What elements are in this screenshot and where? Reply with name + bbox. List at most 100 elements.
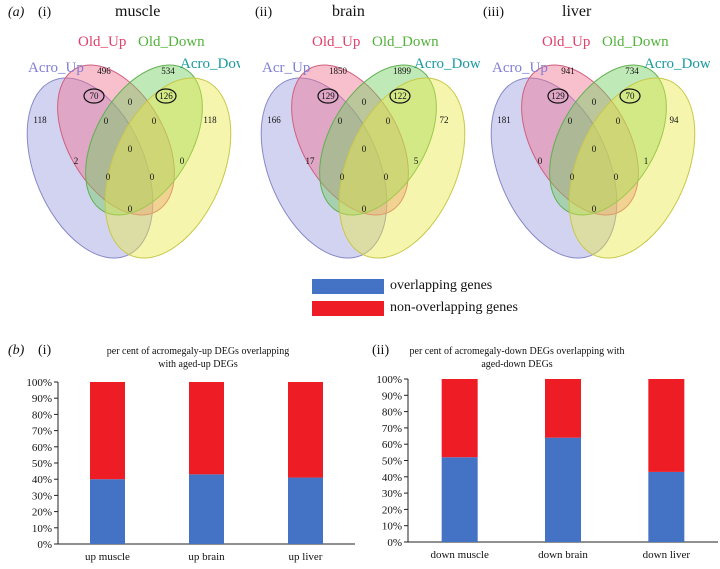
y-tick-label: 60% (382, 439, 402, 451)
y-tick-label: 80% (32, 409, 52, 421)
venn-count-bd: 1 (644, 156, 649, 166)
venn-set-d (338, 77, 466, 259)
venn-count-abc: 0 (104, 116, 109, 126)
legend: overlapping genes non-overlapping genes (312, 278, 518, 316)
venn-count-abc: 0 (568, 116, 573, 126)
y-tick-label: 40% (32, 474, 52, 486)
y-tick-label: 70% (32, 426, 52, 438)
venn-set-label: Acro_Down (414, 56, 480, 72)
venn-count-d_only: 94 (670, 115, 680, 125)
y-tick-label: 50% (32, 458, 52, 470)
subpanel-index-2: (ii) (255, 5, 273, 20)
y-tick-label: 90% (32, 393, 52, 405)
y-tick-label: 50% (382, 456, 402, 468)
stacked-bar-chart-down: per cent of acromegaly-down DEGs overlap… (376, 346, 718, 561)
venn-set-label: Old_Up (312, 34, 360, 50)
x-tick-label: down muscle (430, 549, 488, 561)
subpanel-index-3: (iii) (483, 5, 504, 20)
y-tick-label: 100% (376, 374, 402, 386)
chart-title-line: aged-down DEGs (481, 359, 552, 370)
venn-set-c (319, 64, 437, 216)
venn-count-abd: 0 (614, 172, 619, 182)
bar-non-overlapping (288, 382, 323, 478)
venn-count-circle (317, 88, 339, 104)
venn-title-brain: brain (332, 3, 365, 20)
venn-set-c (85, 64, 203, 216)
bar-non-overlapping (545, 379, 581, 438)
venn-set-label: Old_Down (602, 34, 669, 50)
panel-b-label: (b) (8, 343, 25, 358)
venn-set-label: Old_Down (372, 34, 439, 50)
bar-overlapping (288, 477, 323, 544)
venn-count-ac: 0 (538, 156, 543, 166)
bar-overlapping (189, 474, 224, 544)
venn-count-ad: 0 (128, 204, 133, 214)
y-tick-label: 40% (382, 472, 402, 484)
y-tick-label: 20% (382, 504, 402, 516)
venn-count-ac: 2 (74, 156, 79, 166)
y-tick-label: 70% (382, 423, 402, 435)
bar-non-overlapping (648, 379, 685, 472)
y-tick-label: 80% (382, 407, 402, 419)
venn-set-c (549, 64, 667, 216)
venn-count-acd: 0 (106, 172, 111, 182)
venn-set-label: Old_Up (542, 34, 590, 50)
venn-set-label: Acro_Down (644, 56, 710, 72)
venn-count-bc: 0 (592, 97, 597, 107)
venn-count-bc: 0 (362, 97, 367, 107)
venn-title-liver: liver (562, 3, 592, 20)
legend-item-overlapping: overlapping genes (312, 278, 518, 294)
venn-count-abc: 0 (338, 116, 343, 126)
bar-overlapping (648, 471, 685, 542)
venn-count-ac: 17 (306, 156, 316, 166)
venn-count-abcd: 0 (128, 144, 133, 154)
bar-non-overlapping (189, 382, 224, 475)
bar-non-overlapping (441, 379, 478, 458)
venn-count-bc: 0 (128, 97, 133, 107)
y-tick-label: 30% (32, 490, 52, 502)
venn-count-bcd: 0 (152, 116, 157, 126)
x-tick-label: up muscle (85, 551, 130, 563)
venn-count-abd: 0 (150, 172, 155, 182)
venn-count-b_only: 941 (561, 66, 575, 76)
y-tick-label: 60% (32, 442, 52, 454)
legend-label-non-overlapping: non-overlapping genes (390, 300, 518, 315)
venn-count-abd: 0 (384, 172, 389, 182)
venn-count-circle (389, 88, 411, 104)
venn-count-bcd: 0 (386, 116, 391, 126)
venn-count-bcd: 0 (616, 116, 621, 126)
venn-set-label: Acro_Down (180, 56, 240, 72)
chart-title-line: per cent of acromegaly-down DEGs overlap… (410, 346, 625, 357)
panel-b-index-2: (ii) (372, 343, 390, 358)
venn-set-label: Old_Down (138, 34, 205, 50)
venn-count-b_only: 1850 (329, 66, 348, 76)
venn-count-b_only: 496 (97, 66, 111, 76)
legend-item-non-overlapping: non-overlapping genes (312, 300, 518, 316)
venn-count-acd: 0 (340, 172, 345, 182)
venn-count-ad: 0 (592, 204, 597, 214)
y-tick-label: 30% (382, 488, 402, 500)
venn-set-label: Old_Up (78, 34, 126, 50)
y-tick-label: 10% (382, 521, 402, 533)
venn-set-d (104, 77, 232, 259)
y-tick-label: 100% (26, 377, 52, 389)
venn-count-cd: 126 (159, 91, 173, 101)
venn-count-ad: 0 (362, 204, 367, 214)
venn-count-a_only: 181 (497, 115, 511, 125)
x-tick-label: down liver (643, 549, 691, 561)
chart-title-line: per cent of acromegaly-up DEGs overlappi… (107, 346, 289, 357)
y-tick-label: 0% (387, 537, 402, 549)
venn-count-cd: 122 (393, 91, 407, 101)
bar-non-overlapping (90, 382, 125, 480)
venn-set-label: Acr_Up (262, 60, 310, 76)
legend-label-overlapping: overlapping genes (390, 278, 493, 293)
venn-count-cd: 70 (626, 91, 636, 101)
venn-diagram-liver: Acro_UpOld_UpOld_DownAcro_Down1819417349… (490, 34, 710, 259)
venn-count-ab: 70 (90, 91, 100, 101)
y-tick-label: 20% (32, 507, 52, 519)
venn-count-circle (155, 88, 177, 104)
venn-count-a_only: 166 (267, 115, 281, 125)
venn-diagram-muscle: Acro_Up Old_Up Old_Down Acro_Down 118 496 534 1… (26, 34, 240, 259)
venn-count-circle (619, 88, 641, 104)
